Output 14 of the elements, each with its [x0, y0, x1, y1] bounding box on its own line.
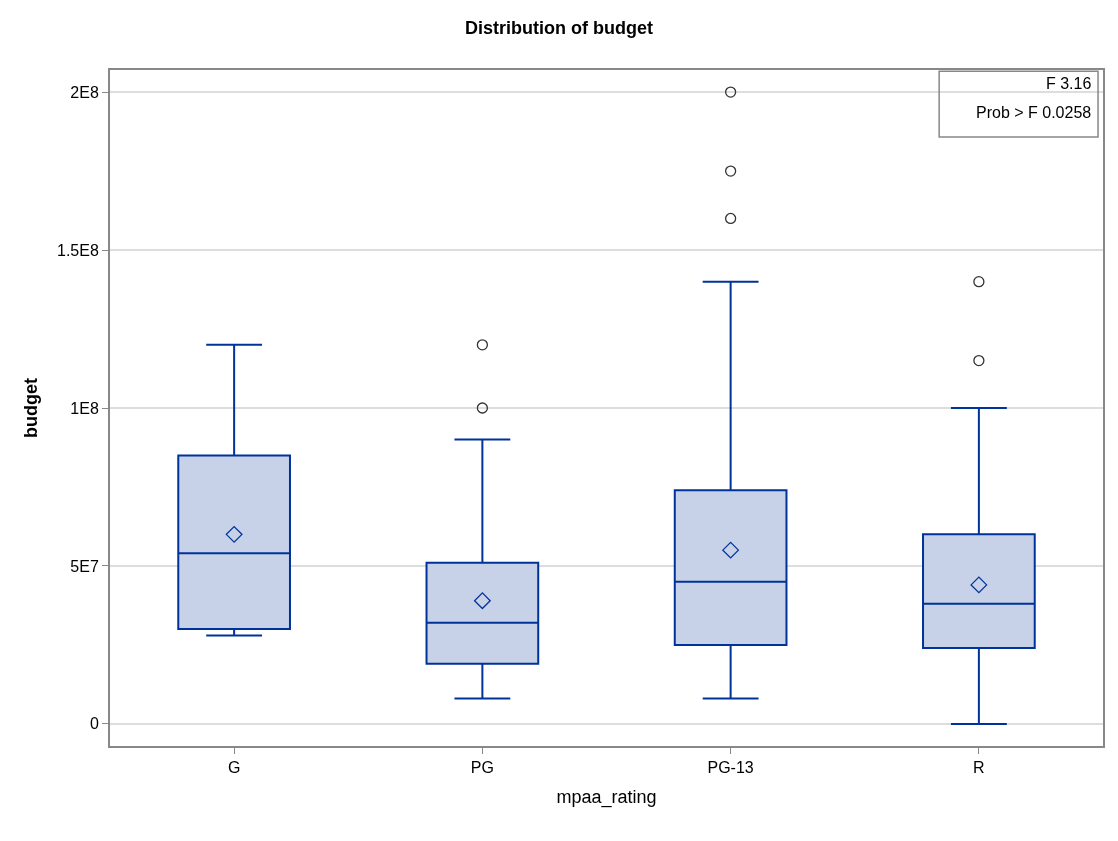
y-tick-label: 1.5E8: [56, 241, 99, 259]
y-tick-label: 2E8: [70, 83, 99, 101]
x-tick-label: PG: [470, 759, 494, 777]
y-tick-label: 1E8: [70, 399, 99, 417]
x-tick-label: G: [227, 759, 241, 777]
y-tick-label: 0: [89, 715, 99, 733]
y-axis-title: budget: [20, 378, 41, 438]
x-tick-label: PG-13: [707, 759, 754, 777]
annotation: Prob > F 0.0258: [976, 104, 1092, 121]
chart-title: Distribution of budget: [465, 17, 653, 38]
y-tick-label: 5E7: [70, 557, 99, 575]
annotation: F 3.16: [1046, 75, 1092, 92]
x-tick-label: R: [973, 759, 985, 777]
x-axis-title: mpaa_rating: [556, 786, 657, 808]
